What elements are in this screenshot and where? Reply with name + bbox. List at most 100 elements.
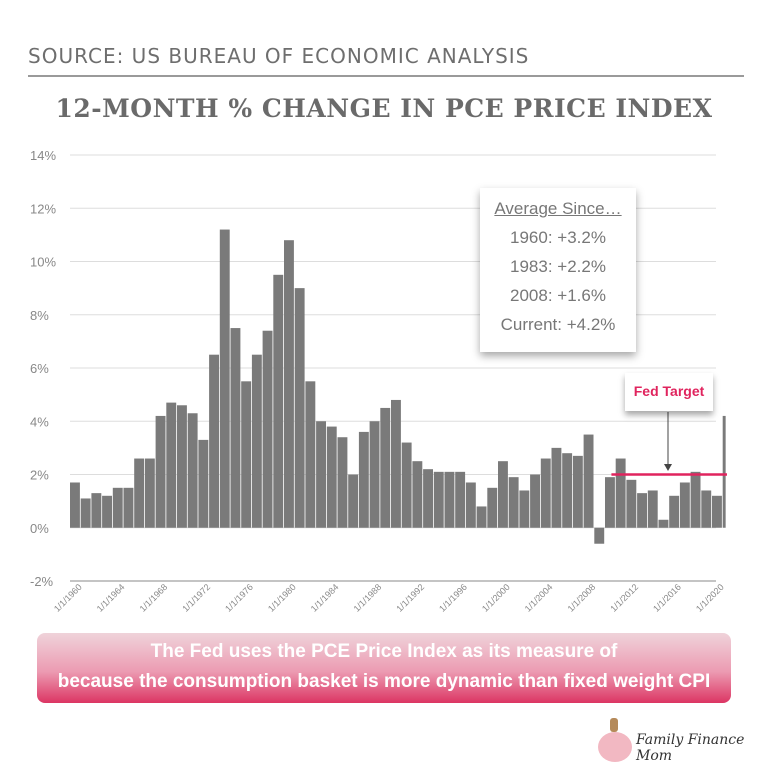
bar (273, 274, 284, 528)
average-2008: 2008: +1.6% (510, 286, 606, 305)
x-tick-label: 1/1/1988 (352, 582, 384, 614)
bar (337, 437, 348, 528)
y-tick-label: 10% (30, 255, 56, 270)
logo: Family Finance Mom (592, 718, 762, 768)
bar (530, 474, 540, 528)
bar (476, 506, 487, 528)
bar (626, 479, 637, 528)
bar (251, 354, 262, 528)
bar (605, 477, 615, 528)
bar (198, 439, 209, 528)
y-tick-label: 8% (30, 308, 49, 323)
bar (305, 381, 316, 528)
x-tick-label: 1/1/2012 (608, 582, 640, 614)
bar (316, 421, 326, 528)
coin-icon (610, 718, 618, 732)
bar (326, 426, 337, 528)
bar (508, 477, 519, 528)
bar (219, 229, 230, 528)
bar (562, 453, 573, 528)
y-tick-label: 12% (30, 201, 56, 216)
bar (712, 495, 722, 528)
x-tick-label: 1/1/2004 (523, 582, 555, 614)
average-current: Current: +4.2% (500, 315, 616, 334)
y-tick-label: 0% (30, 521, 49, 536)
bar (166, 402, 177, 528)
bar (144, 458, 155, 528)
bar (294, 288, 305, 528)
bar (91, 493, 102, 528)
bar (594, 527, 605, 544)
x-tick-label: 1/1/1992 (394, 582, 426, 614)
y-tick-label: -2% (30, 574, 54, 589)
x-tick-label: 1/1/1976 (223, 582, 255, 614)
bar (412, 461, 423, 528)
x-tick-label: 1/1/1972 (180, 582, 212, 614)
bar (583, 434, 594, 528)
bar (615, 458, 626, 528)
logo-text: Family Finance Mom (636, 732, 745, 764)
banner-line-1: The Fed uses the PCE Price Index as its … (150, 641, 618, 662)
bar (658, 519, 669, 528)
x-tick-label: 1/1/1996 (437, 582, 469, 614)
x-tick-label: 1/1/1968 (138, 582, 170, 614)
bar (455, 471, 466, 528)
y-tick-label: 14% (30, 148, 56, 163)
x-tick-label: 1/1/1980 (266, 582, 298, 614)
bar (423, 469, 433, 528)
banner-line-2: because the consumption basket is more d… (57, 671, 711, 692)
piggy-bank-icon (598, 732, 632, 762)
divider (28, 75, 744, 77)
averages-box: Average Since… 1960: +3.2% 1983: +2.2% 2… (480, 188, 636, 352)
bar (262, 330, 273, 528)
x-tick-label: 1/1/1960 (52, 582, 84, 614)
bar (722, 415, 726, 528)
y-tick-label: 6% (30, 361, 49, 376)
average-1983: 1983: +2.2% (510, 257, 606, 276)
x-tick-label: 1/1/2020 (694, 582, 726, 614)
bar (498, 461, 508, 528)
bar (401, 442, 412, 528)
bar (80, 498, 91, 528)
bar (380, 407, 391, 528)
bar (519, 490, 530, 528)
bar (647, 490, 658, 528)
bar (487, 487, 498, 528)
chart-title: 12-MONTH % CHANGE IN PCE PRICE INDEX (55, 94, 713, 123)
arrow-head-icon (664, 464, 672, 471)
bar (358, 431, 369, 528)
bar (112, 487, 123, 528)
x-tick-label: 1/1/1984 (309, 582, 341, 614)
bar (102, 495, 112, 528)
bar (284, 240, 294, 528)
bar (690, 471, 701, 528)
bar (209, 354, 219, 528)
averages-heading: Average Since… (494, 199, 622, 218)
bar (465, 482, 476, 528)
bar (187, 413, 198, 528)
bar (572, 455, 583, 528)
x-tick-label: 1/1/2000 (480, 582, 512, 614)
x-tick-label: 1/1/2008 (566, 582, 598, 614)
bar (70, 482, 80, 528)
bar (701, 490, 712, 528)
bar (551, 447, 562, 528)
x-tick-label: 1/1/2016 (651, 582, 683, 614)
bar (230, 328, 241, 528)
y-tick-label: 2% (30, 468, 49, 483)
bar (540, 458, 551, 528)
caption-banner: The Fed uses the PCE Price Index as its … (37, 633, 731, 703)
average-1960: 1960: +3.2% (510, 228, 606, 247)
bar (444, 471, 455, 528)
bar (669, 495, 680, 528)
bar (348, 474, 359, 528)
bar (679, 482, 690, 528)
bar (637, 493, 647, 528)
bar (123, 487, 134, 528)
bar (391, 399, 401, 528)
y-tick-label: 4% (30, 414, 49, 429)
bar (369, 421, 380, 528)
x-tick-label: 1/1/1964 (95, 582, 127, 614)
bar (433, 471, 444, 528)
bar (241, 381, 252, 528)
